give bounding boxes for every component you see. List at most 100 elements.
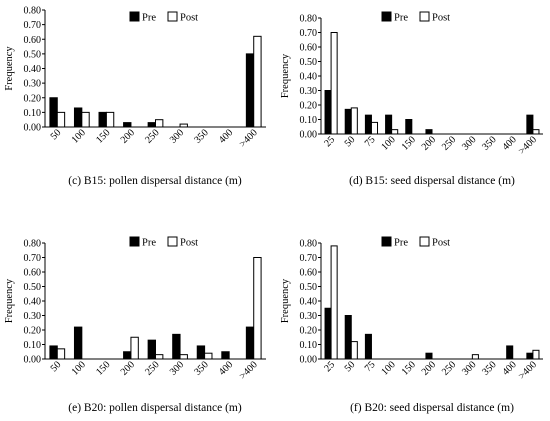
bar-pre-1 xyxy=(344,315,352,360)
bar-post-4 xyxy=(155,354,164,360)
y-tick-label: 0.70 xyxy=(300,28,318,39)
y-tick-label: 0.30 xyxy=(300,86,318,97)
bar-post-6 xyxy=(204,352,213,360)
bar-pre-3 xyxy=(123,122,132,128)
y-tick-label: 0.80 xyxy=(24,6,42,17)
y-tick-label: 0.40 xyxy=(300,297,318,308)
legend-label-pre: Pre xyxy=(394,238,408,249)
y-axis-title: Frequency xyxy=(4,46,15,91)
y-tick-label: 0.10 xyxy=(24,340,42,351)
chart-caption: (e) B20: pollen dispersal distance (m) xyxy=(68,402,242,414)
x-tick-label: 100 xyxy=(70,359,88,377)
legend-label-pre: Pre xyxy=(142,13,156,24)
bar-pre-0 xyxy=(49,345,58,360)
x-tick-label: 350 xyxy=(480,134,498,152)
x-tick-label: 300 xyxy=(168,359,186,377)
x-tick-label: 300 xyxy=(460,359,478,377)
legend-swatch-post xyxy=(167,11,178,22)
bar-pre-8 xyxy=(245,53,255,128)
y-tick-label: 0.40 xyxy=(24,297,42,308)
x-tick-label: 50 xyxy=(49,359,64,374)
y-axis-title: Frequency xyxy=(4,278,15,323)
bar-pre-3 xyxy=(123,351,132,360)
x-tick-label: 150 xyxy=(400,134,418,152)
y-tick-label: 0.00 xyxy=(24,123,42,134)
chart-caption: (c) B15: pollen dispersal distance (m) xyxy=(68,175,242,187)
legend-swatch-pre xyxy=(129,236,140,247)
y-tick-label: 0.40 xyxy=(300,72,318,83)
bar-pre-5 xyxy=(425,129,433,135)
y-tick-label: 0.70 xyxy=(24,20,42,31)
x-tick-label: 300 xyxy=(168,127,186,145)
x-tick-label: 50 xyxy=(343,134,358,149)
bar-pre-4 xyxy=(147,122,156,128)
x-tick-label: 350 xyxy=(192,359,210,377)
x-tick-label: 50 xyxy=(49,127,64,142)
x-tick-label: 150 xyxy=(94,127,112,145)
legend-label-post: Post xyxy=(180,238,198,249)
y-axis-title: Frequency xyxy=(280,53,291,98)
y-tick-label: 0.20 xyxy=(300,326,318,337)
x-tick-label: 25 xyxy=(322,134,337,149)
x-tick-label: 200 xyxy=(420,134,438,152)
y-tick-label: 0.30 xyxy=(24,311,42,322)
y-tick-label: 0.80 xyxy=(300,239,318,250)
bar-pre-8 xyxy=(245,326,255,360)
legend-swatch-post xyxy=(419,236,430,247)
x-tick-label: 50 xyxy=(343,359,358,374)
bar-post-3 xyxy=(391,129,399,135)
bar-pre-2 xyxy=(364,333,372,360)
x-tick-label: 300 xyxy=(460,134,478,152)
x-tick-label: 350 xyxy=(192,127,210,145)
bar-pre-4 xyxy=(405,119,413,135)
chart-panel-3: 0.00 0.10 0.20 0.30 0.40 0.50 0.60 0.70 0.80 Freq… xyxy=(4,236,266,414)
x-tick-label: 75 xyxy=(363,359,378,374)
y-tick-label: 0.60 xyxy=(300,268,318,279)
legend-label-post: Post xyxy=(432,238,450,249)
bar-post-1 xyxy=(81,111,90,128)
bar-post-0 xyxy=(56,348,66,360)
x-tick-label: >400 xyxy=(237,127,259,149)
y-tick-label: 0.60 xyxy=(24,35,42,46)
legend-label-pre: Pre xyxy=(394,13,408,24)
bar-pre-2 xyxy=(364,114,372,135)
y-tick-label: 0.40 xyxy=(24,64,42,75)
chart-caption: (d) B15: seed dispersal distance (m) xyxy=(349,175,515,187)
bar-pre-3 xyxy=(385,114,393,135)
x-tick-label: 250 xyxy=(143,359,161,377)
y-tick-label: 0.20 xyxy=(24,326,42,337)
legend-label-post: Post xyxy=(180,13,198,24)
chart-panel-2: 0.00 0.10 0.20 0.30 0.40 0.50 0.60 0.70 0.80 Freq… xyxy=(280,11,543,187)
bar-post-7 xyxy=(471,354,479,360)
bar-post-8 xyxy=(253,35,262,128)
x-tick-label: 75 xyxy=(363,134,378,149)
bar-pre-5 xyxy=(172,333,181,360)
y-tick-label: 0.00 xyxy=(300,130,318,141)
legend-swatch-post xyxy=(419,11,430,22)
x-tick-label: 100 xyxy=(70,127,88,145)
y-tick-label: 0.30 xyxy=(300,311,318,322)
bar-pre-6 xyxy=(196,345,206,360)
x-tick-label: 150 xyxy=(94,359,112,377)
y-tick-label: 0.50 xyxy=(24,282,42,293)
bar-post-1 xyxy=(350,107,358,135)
chart-panel-4: 0.00 0.10 0.20 0.30 0.40 0.50 0.60 0.70 0.80 Freq… xyxy=(280,236,543,414)
y-tick-label: 0.20 xyxy=(300,101,318,112)
bar-pre-1 xyxy=(73,107,83,128)
x-tick-label: 400 xyxy=(500,134,518,152)
y-axis-title: Frequency xyxy=(280,278,291,323)
bar-post-2 xyxy=(370,121,379,135)
x-tick-label: 350 xyxy=(480,359,498,377)
bar-pre-5 xyxy=(425,352,433,360)
x-tick-label: >400 xyxy=(237,359,259,381)
chart-panel-1: 0.00 0.10 0.20 0.30 0.40 0.50 0.60 0.70 0.80 Freq… xyxy=(4,6,266,187)
legend-swatch-post xyxy=(167,236,178,247)
bar-post-5 xyxy=(179,354,188,360)
legend-label-post: Post xyxy=(432,13,450,24)
x-tick-label: 200 xyxy=(119,359,137,377)
bar-post-0 xyxy=(330,245,338,360)
x-tick-label: 200 xyxy=(119,127,137,145)
x-tick-label: 25 xyxy=(322,359,337,374)
bar-post-4 xyxy=(155,119,164,128)
x-tick-label: 400 xyxy=(217,127,235,145)
